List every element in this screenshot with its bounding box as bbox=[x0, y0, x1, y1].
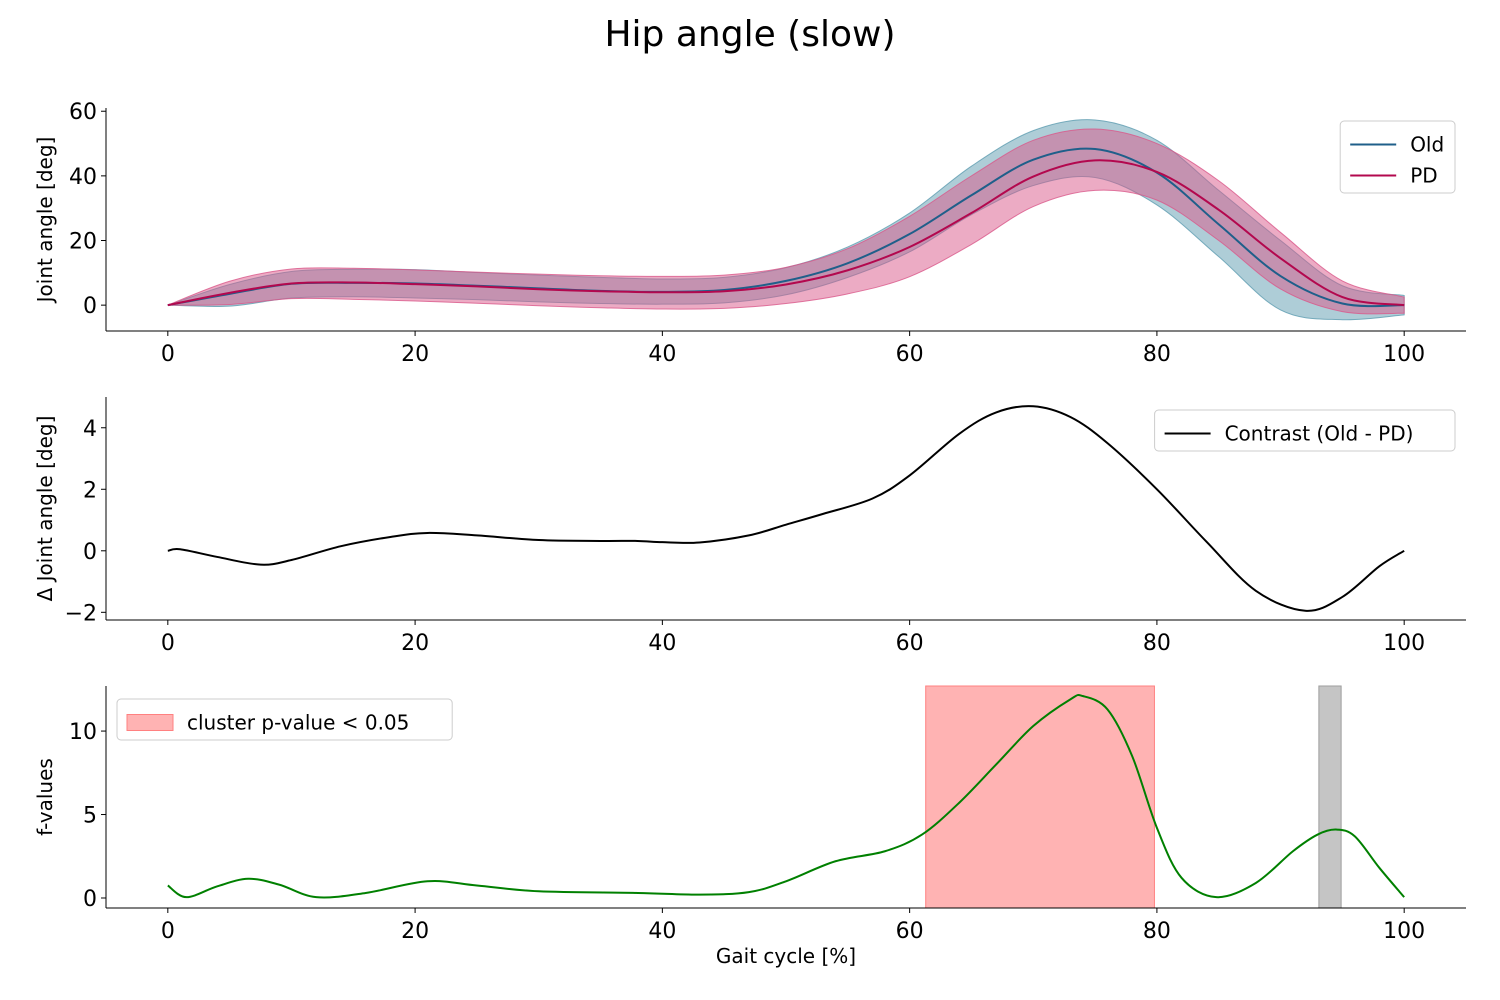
x-tick-label: 20 bbox=[401, 342, 429, 367]
x-tick-label: 60 bbox=[896, 631, 924, 656]
y-tick-label: 0 bbox=[83, 887, 97, 912]
legend-frame bbox=[116, 698, 453, 741]
x-tick-label: 40 bbox=[648, 631, 676, 656]
y-tick-label: 2 bbox=[83, 478, 97, 503]
series-line-f-values bbox=[167, 694, 1405, 899]
x-tick-label: 40 bbox=[648, 919, 676, 944]
legend: Old PD bbox=[1339, 120, 1456, 194]
y-tick-label: 40 bbox=[69, 165, 97, 190]
legend: cluster p-value < 0.05 bbox=[116, 698, 453, 741]
x-tick-label: 60 bbox=[896, 342, 924, 367]
y-tick-label: −2 bbox=[65, 601, 97, 626]
legend-patch-cluster bbox=[126, 714, 174, 731]
panel-f-values: 0 20 40 60 80 100 0 5 10 f-values Gait cycle [%] cl… bbox=[33, 685, 1466, 968]
y-axis-label: Joint angle [deg] bbox=[33, 137, 57, 305]
x-tick-label: 0 bbox=[161, 919, 175, 944]
x-tick-label: 100 bbox=[1383, 342, 1425, 367]
legend-label: Old bbox=[1410, 133, 1444, 157]
cluster-span bbox=[1318, 685, 1342, 909]
x-tick-label: 80 bbox=[1143, 342, 1171, 367]
y-axis-label: Δ Joint angle [deg] bbox=[33, 416, 57, 602]
y-tick-label: 4 bbox=[83, 417, 97, 442]
legend-label: cluster p-value < 0.05 bbox=[187, 711, 409, 735]
legend-label: PD bbox=[1410, 164, 1437, 188]
x-tick-label: 100 bbox=[1383, 631, 1425, 656]
y-tick-label: 0 bbox=[83, 294, 97, 319]
x-tick-label: 80 bbox=[1143, 631, 1171, 656]
legend-label: Contrast (Old - PD) bbox=[1225, 422, 1414, 446]
series-line-pd bbox=[167, 159, 1405, 307]
panel-joint-angle: 0 20 40 60 80 100 0 20 40 60 Joint angle [deg] Old P… bbox=[33, 100, 1466, 367]
x-axis-label: Gait cycle [%] bbox=[716, 944, 856, 968]
y-axis-label: f-values bbox=[33, 758, 57, 836]
y-tick-label: 20 bbox=[69, 230, 97, 255]
x-tick-label: 80 bbox=[1143, 919, 1171, 944]
figure-title: Hip angle (slow) bbox=[604, 14, 896, 55]
x-tick-label: 60 bbox=[896, 919, 924, 944]
y-tick-label: 10 bbox=[69, 720, 97, 745]
x-tick-label: 0 bbox=[161, 631, 175, 656]
x-tick-label: 20 bbox=[401, 631, 429, 656]
legend: Contrast (Old - PD) bbox=[1154, 409, 1456, 452]
y-tick-label: 60 bbox=[69, 100, 97, 125]
series-line-contrast-old-pd bbox=[167, 405, 1405, 612]
y-tick-label: 0 bbox=[83, 540, 97, 565]
y-tick-label: 5 bbox=[83, 804, 97, 829]
legend-frame bbox=[1154, 409, 1456, 452]
band-pd bbox=[167, 128, 1405, 315]
x-tick-label: 40 bbox=[648, 342, 676, 367]
x-tick-label: 0 bbox=[161, 342, 175, 367]
panel-contrast: 0 20 40 60 80 100 −2 0 2 4 Δ Joint angle [deg] Cont… bbox=[33, 397, 1466, 656]
x-tick-label: 20 bbox=[401, 919, 429, 944]
x-tick-label: 100 bbox=[1383, 919, 1425, 944]
